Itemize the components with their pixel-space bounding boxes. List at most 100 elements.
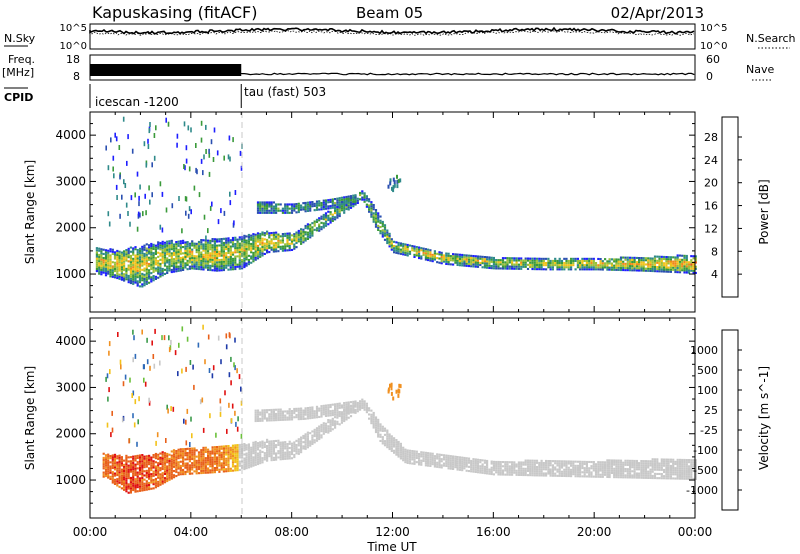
power-cell	[540, 266, 543, 269]
power-cell	[554, 262, 557, 265]
power-cell	[685, 271, 688, 274]
power-cell	[256, 201, 260, 204]
power-cell	[213, 252, 216, 255]
power-cell	[168, 240, 171, 243]
power-cell	[148, 256, 151, 259]
velocity-cell	[431, 461, 434, 464]
velocity-cell	[134, 471, 137, 474]
velocity-cell	[517, 467, 520, 470]
velocity-cell	[408, 456, 412, 459]
velocity-cell	[433, 455, 436, 458]
power-cell	[227, 262, 230, 265]
velocity-cell	[209, 465, 212, 468]
power-cell	[152, 260, 155, 263]
power-cell	[540, 264, 543, 267]
power-cell	[383, 228, 387, 231]
velocity-cell	[256, 446, 260, 449]
velocity-cell	[406, 453, 409, 456]
velocity-cell	[665, 464, 668, 467]
power-cell	[320, 228, 323, 231]
power-cell	[629, 269, 632, 272]
velocity-cell	[393, 439, 396, 442]
power-cell	[191, 261, 194, 264]
velocity-cell	[120, 483, 123, 486]
velocity-cell	[454, 457, 457, 460]
power-cell	[306, 205, 309, 208]
power-cell	[231, 239, 235, 242]
power-sparse-echo	[184, 165, 186, 171]
power-cell	[663, 255, 666, 258]
power-cell	[674, 266, 677, 269]
velocity-cell	[349, 409, 353, 412]
power-cell	[229, 262, 232, 265]
velocity-cell	[583, 475, 586, 478]
velocity-cell	[227, 467, 230, 470]
velocity-cell	[420, 455, 423, 458]
power-cell	[288, 242, 291, 245]
power-cell	[395, 249, 398, 252]
power-cell	[138, 262, 142, 265]
velocity-cell	[102, 465, 105, 468]
velocity-cell	[129, 464, 132, 467]
power-cell	[109, 260, 112, 263]
power-cell	[104, 270, 108, 273]
power-cell	[252, 243, 255, 246]
power-cell	[216, 253, 219, 256]
power-cell	[397, 252, 400, 255]
power-cell	[490, 256, 493, 259]
velocity-cell	[604, 465, 607, 468]
velocity-cell	[250, 463, 253, 466]
power-cell	[624, 269, 627, 272]
velocity-cell	[188, 449, 191, 452]
power-cell	[138, 249, 142, 252]
power-cell	[465, 260, 468, 263]
power-cell	[138, 279, 142, 282]
velocity-cell	[238, 446, 241, 449]
power-cell	[127, 249, 130, 252]
velocity-cell	[413, 460, 416, 463]
power-cell	[331, 219, 334, 222]
velocity-cell	[134, 455, 137, 458]
velocity-cell	[461, 456, 464, 459]
velocity-cell	[320, 411, 323, 414]
power-cell	[234, 259, 237, 262]
velocity-cell	[252, 458, 255, 461]
power-cell	[259, 251, 262, 254]
power-cell	[225, 256, 228, 259]
velocity-cell	[204, 465, 207, 468]
velocity-cell	[418, 461, 421, 464]
power-cell	[535, 266, 539, 269]
power-cell	[517, 259, 520, 262]
power-cell	[329, 211, 332, 214]
velocity-cell	[290, 412, 294, 415]
velocity-cell	[504, 473, 507, 476]
freq-unit-label: [MHz]	[2, 66, 34, 79]
power-cell	[98, 258, 101, 261]
velocity-cell	[583, 460, 586, 463]
velocity-cell	[311, 434, 314, 437]
velocity-cell	[286, 449, 289, 452]
power-cell	[619, 256, 623, 259]
power-cell	[601, 260, 604, 263]
power-sparse-echo	[198, 192, 201, 198]
velocity-cell	[272, 408, 275, 411]
velocity-cell	[617, 467, 620, 470]
velocity-cell	[261, 440, 264, 443]
power-cell	[474, 257, 477, 260]
power-cell	[452, 253, 455, 256]
power-cell	[422, 247, 425, 250]
power-cell	[495, 267, 498, 270]
power-cell	[157, 251, 160, 254]
velocity-cell	[166, 480, 169, 483]
velocity-cell	[660, 477, 663, 480]
power-cell	[324, 216, 328, 219]
power-cell	[259, 243, 262, 246]
velocity-cell	[191, 451, 194, 454]
power-cell	[610, 264, 613, 267]
power-cell	[635, 265, 638, 268]
power-cell	[127, 281, 130, 284]
power-cell	[154, 263, 157, 266]
power-cell	[127, 277, 130, 280]
velocity-cell	[200, 472, 203, 475]
power-cell	[381, 233, 384, 236]
